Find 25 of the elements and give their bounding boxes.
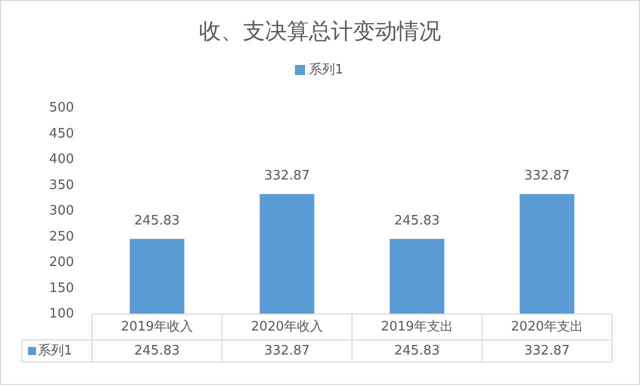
text: 332.87 <box>264 344 310 358</box>
y-tick-label: 250 <box>49 229 74 244</box>
data-label: 245.83 <box>394 213 440 228</box>
text: 332.87 <box>524 344 570 358</box>
y-tick-label: 350 <box>49 178 74 193</box>
y-tick-label: 200 <box>49 255 74 270</box>
text: 245.83 <box>394 344 440 358</box>
text: 245.83 <box>134 344 180 358</box>
data-label: 332.87 <box>264 168 310 184</box>
x-tick-label: 2020年支出 <box>510 320 584 334</box>
y-tick-label: 500 <box>49 100 74 116</box>
data-label: 245.83 <box>134 213 180 228</box>
y-tick-label: 150 <box>49 280 74 296</box>
y-tick-label: 400 <box>49 152 74 167</box>
y-tick-label: 300 <box>49 204 74 218</box>
chart-title: 收、支决算总计变动情况 <box>199 20 441 44</box>
x-tick-label: 2019年支出 <box>380 320 454 334</box>
x-tick-label: 2019年收入 <box>120 320 194 334</box>
text: 系列1 <box>38 344 72 358</box>
y-tick-label: 450 <box>49 126 74 142</box>
data-label: 332.87 <box>524 168 570 184</box>
legend-label: 系列1 <box>309 62 344 78</box>
y-tick-label: 100 <box>49 306 74 322</box>
x-tick-label: 2020年收入 <box>250 320 324 334</box>
legend-item: 系列1 <box>295 62 344 78</box>
